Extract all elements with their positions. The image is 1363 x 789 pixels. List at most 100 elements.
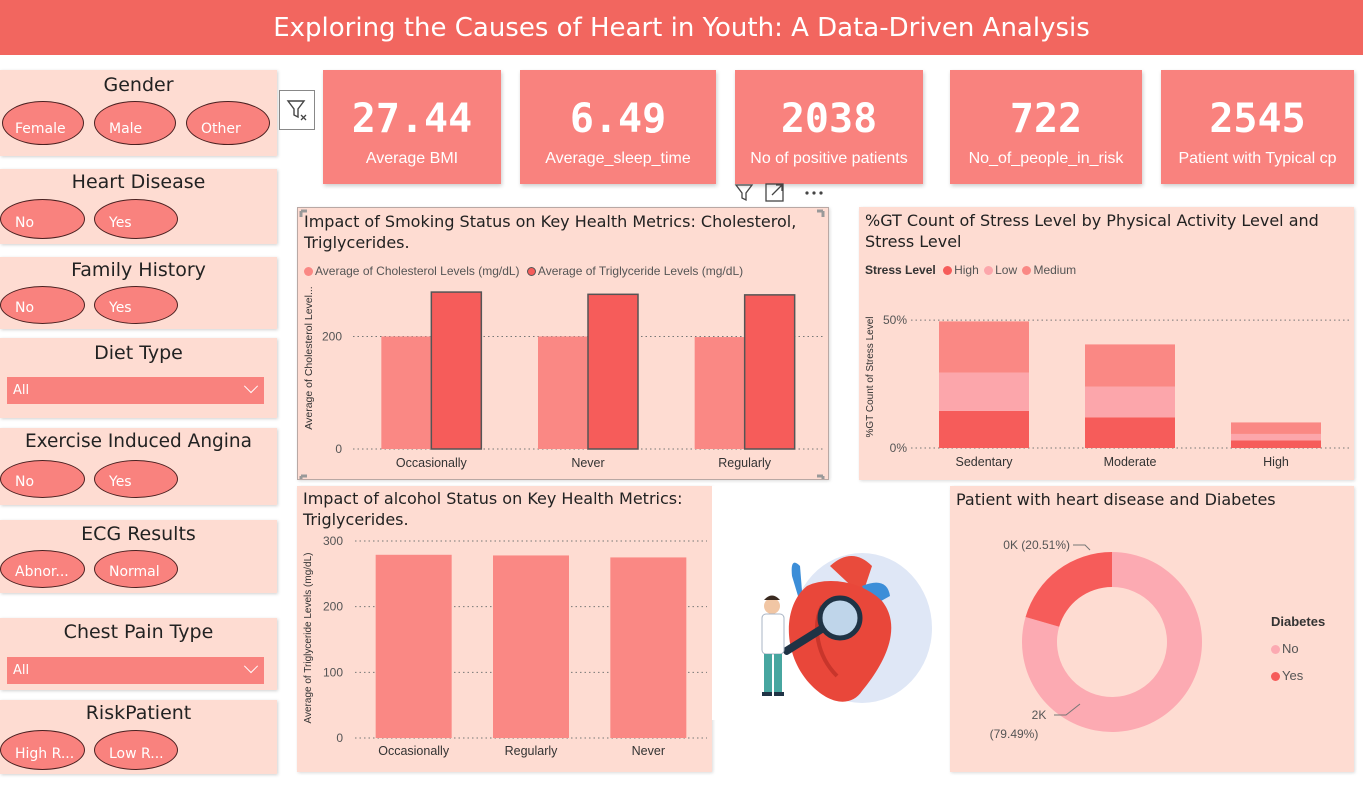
y-tick-label: 0% [890, 441, 908, 455]
x-tick-label: Never [632, 744, 665, 758]
kpi-label: Patient with Typical cp [1178, 150, 1337, 167]
bar-segment [939, 321, 1029, 373]
heart-disease-slicer: Heart Disease No Yes [0, 169, 277, 244]
chest-pain-dropdown-value: All [13, 663, 30, 678]
bar [743, 294, 796, 450]
gender-option-female[interactable]: Female [2, 101, 84, 145]
leader-line [1073, 544, 1091, 551]
bar-segment [1231, 433, 1321, 441]
heart-disease-option-no[interactable]: No [0, 199, 85, 239]
y-tick-label: 0 [336, 731, 343, 745]
risk-option-high[interactable]: High R... [0, 730, 85, 770]
blank-area [712, 486, 948, 536]
page-title: Exploring the Causes of Heart in Youth: … [273, 12, 1090, 43]
filter-icon[interactable] [730, 180, 758, 206]
diabetes-donut-panel[interactable]: Patient with heart disease and Diabetes … [950, 486, 1354, 772]
kpi-label: Average BMI [365, 150, 459, 167]
kpi-card-people-in-risk: 722 No_of_people_in_risk [950, 70, 1142, 184]
legend-item[interactable]: High [943, 263, 979, 277]
gender-slicer: Gender Female Male Other [0, 70, 277, 156]
gender-option-male[interactable]: Male [94, 101, 176, 145]
ecg-option-normal[interactable]: Normal [94, 550, 178, 588]
chart-title: Impact of Smoking Status on Key Health M… [304, 212, 797, 252]
alcohol-bar-chart: 0 100 200 300 Occasionally Regularly Never Aver… [303, 534, 707, 758]
y-axis-label: Average of Triglyceride Levels (mg/dL) [303, 552, 314, 723]
stress-chart-panel[interactable]: %GT Count of Stress Level by Physical Ac… [859, 207, 1354, 480]
legend-title: Diabetes [1271, 614, 1326, 629]
chest-pain-slicer-title: Chest Pain Type [63, 621, 214, 643]
data-label: 0K (20.51%) [1003, 538, 1070, 552]
bar [381, 336, 432, 449]
bar [610, 557, 687, 738]
ecg-option-abnormal[interactable]: Abnor... [0, 550, 85, 588]
risk-option-low[interactable]: Low R... [94, 730, 178, 770]
x-tick-label: Sedentary [956, 455, 1014, 469]
x-tick-label: Never [571, 456, 604, 470]
kpi-card-average-bmi: 27.44 Average BMI [323, 70, 501, 184]
exercise-angina-option-yes[interactable]: Yes [94, 460, 178, 498]
donut-slice [1022, 552, 1202, 732]
header-banner: Exploring the Causes of Heart in Youth: … [0, 0, 1363, 55]
stress-stacked-bar-chart: 0% 50% Sedentary Moderate High %GT Count of S… [865, 313, 1349, 469]
kpi-value: 27.44 [351, 96, 473, 142]
legend-item[interactable]: No [1271, 635, 1325, 662]
x-tick-label: Moderate [1104, 455, 1157, 469]
diet-type-dropdown-value: All [13, 383, 30, 398]
legend-item[interactable]: Average of Triglyceride Levels (mg/dL) [526, 264, 743, 278]
alcohol-chart-panel[interactable]: Impact of alcohol Status on Key Health M… [297, 486, 712, 772]
gender-slicer-title: Gender [103, 74, 174, 96]
family-history-option-yes[interactable]: Yes [94, 286, 178, 324]
chest-pain-slicer: Chest Pain Type All [0, 618, 277, 690]
chevron-down-icon [243, 379, 259, 394]
bar-segment [1231, 422, 1321, 434]
bar [430, 291, 483, 450]
visual-header-toolbar [730, 180, 830, 206]
legend-item[interactable]: Yes [1271, 662, 1325, 689]
legend-item[interactable]: Low [984, 263, 1017, 277]
chevron-down-icon [243, 659, 259, 674]
x-tick-label: Occasionally [396, 456, 468, 470]
bar [538, 336, 588, 449]
smoking-chart-panel[interactable]: Impact of Smoking Status on Key Health M… [297, 207, 829, 480]
bar-segment [1085, 344, 1175, 387]
bar-segment [1231, 440, 1321, 448]
family-history-option-no[interactable]: No [0, 286, 85, 324]
exercise-angina-slicer: Exercise Induced Angina No Yes [0, 428, 277, 505]
resize-handle [817, 474, 825, 479]
bar-segment [939, 410, 1029, 448]
legend-item[interactable]: Medium [1022, 263, 1076, 277]
kpi-label: No_of_people_in_risk [968, 150, 1124, 167]
heart-disease-option-yes[interactable]: Yes [94, 199, 178, 239]
focus-mode-icon[interactable] [765, 183, 784, 202]
x-tick-label: High [1263, 455, 1289, 469]
bar-segment [1085, 417, 1175, 448]
ecg-results-slicer-title: ECG Results [81, 523, 196, 545]
x-tick-label: Regularly [505, 744, 559, 758]
x-tick-label: Occasionally [378, 744, 450, 758]
y-tick-label: 200 [323, 600, 343, 614]
donut-slice [1025, 552, 1112, 627]
resize-handle [817, 209, 825, 217]
bar [375, 554, 452, 738]
risk-patient-slicer-title: RiskPatient [85, 702, 192, 724]
y-tick-label: 200 [322, 330, 342, 344]
chart-legend: Stress Level High Low Medium [865, 263, 1076, 277]
clear-filter-button[interactable] [279, 90, 315, 130]
kpi-label: Average_sleep_time [545, 150, 691, 167]
exercise-angina-option-no[interactable]: No [0, 460, 85, 498]
diet-type-dropdown[interactable]: All [7, 377, 264, 404]
gender-option-other[interactable]: Other [186, 101, 270, 145]
doctor-heart-illustration [761, 553, 932, 703]
exercise-angina-slicer-title: Exercise Induced Angina [24, 431, 252, 452]
risk-patient-slicer: RiskPatient High R... Low R... [0, 700, 277, 774]
y-axis-label: Average of Cholesterol Level... [303, 286, 315, 429]
diet-type-slicer: Diet Type All [0, 338, 277, 418]
heart-disease-slicer-title: Heart Disease [71, 171, 206, 193]
chest-pain-dropdown[interactable]: All [7, 657, 264, 684]
kpi-card-typical-cp: 2545 Patient with Typical cp [1161, 70, 1354, 184]
y-tick-label: 100 [323, 665, 343, 679]
legend-title: Stress Level [865, 263, 936, 277]
data-label: 2K [1032, 708, 1047, 722]
more-options-icon[interactable] [805, 191, 823, 195]
legend-item[interactable]: Average of Cholesterol Levels (mg/dL) [304, 264, 520, 278]
